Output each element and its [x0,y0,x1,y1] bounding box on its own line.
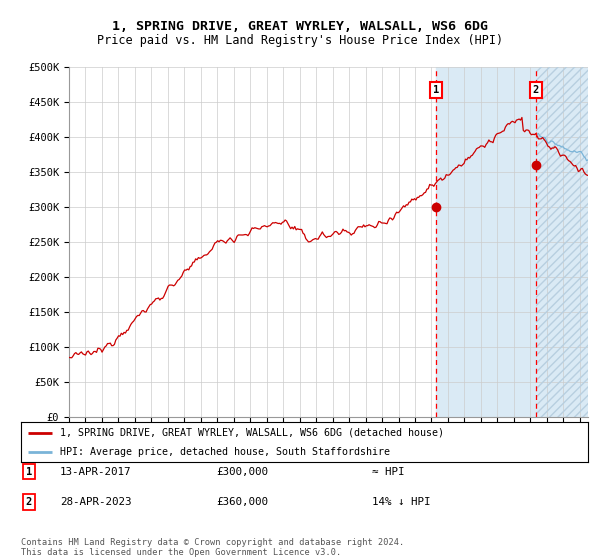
Text: 28-APR-2023: 28-APR-2023 [60,497,131,507]
Text: 1, SPRING DRIVE, GREAT WYRLEY, WALSALL, WS6 6DG: 1, SPRING DRIVE, GREAT WYRLEY, WALSALL, … [112,20,488,32]
Text: £300,000: £300,000 [216,466,268,477]
Text: 14% ↓ HPI: 14% ↓ HPI [372,497,431,507]
Text: ≈ HPI: ≈ HPI [372,466,404,477]
Text: HPI: Average price, detached house, South Staffordshire: HPI: Average price, detached house, Sout… [59,447,389,457]
Bar [436,67,588,417]
Text: 1: 1 [433,85,439,95]
Text: Price paid vs. HM Land Registry's House Price Index (HPI): Price paid vs. HM Land Registry's House … [97,34,503,46]
Text: 13-APR-2017: 13-APR-2017 [60,466,131,477]
Text: Contains HM Land Registry data © Crown copyright and database right 2024.
This d: Contains HM Land Registry data © Crown c… [21,538,404,557]
Bar [536,67,588,417]
Text: 1: 1 [26,466,32,477]
Text: £360,000: £360,000 [216,497,268,507]
Text: 2: 2 [532,85,539,95]
Text: 2: 2 [26,497,32,507]
Text: 1, SPRING DRIVE, GREAT WYRLEY, WALSALL, WS6 6DG (detached house): 1, SPRING DRIVE, GREAT WYRLEY, WALSALL, … [59,428,443,438]
